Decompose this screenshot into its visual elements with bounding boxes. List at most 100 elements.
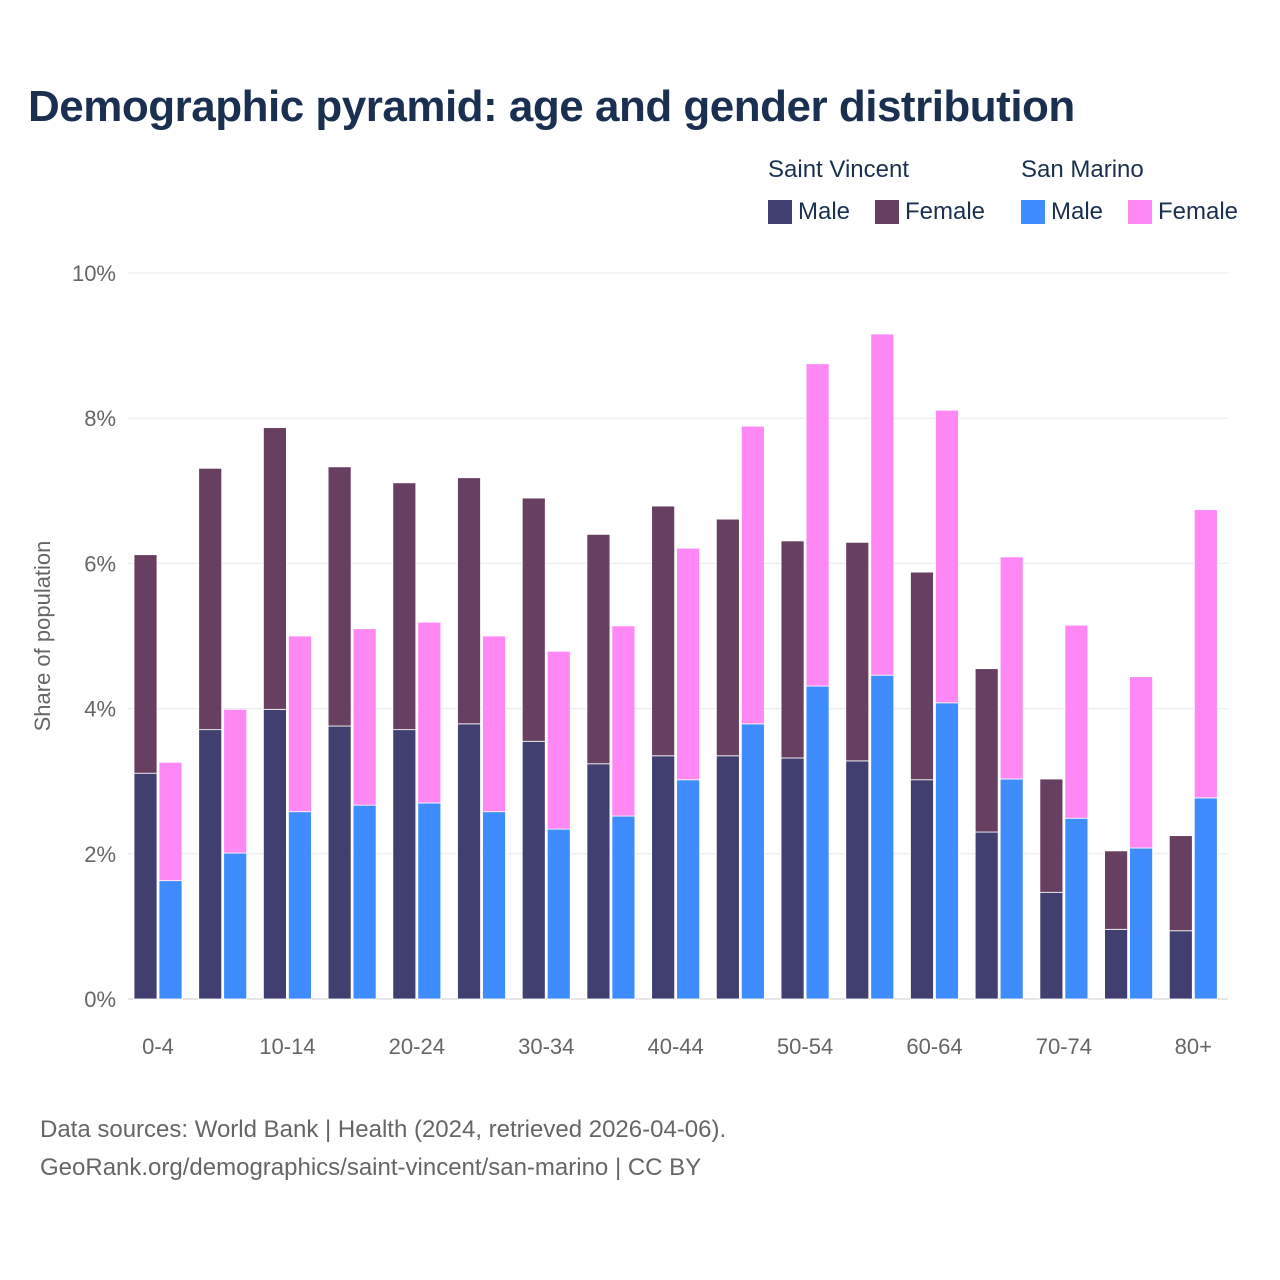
bar-sm-male bbox=[676, 779, 701, 1000]
y-tick-label: 0% bbox=[84, 987, 116, 1012]
bar-sv-male bbox=[1039, 891, 1064, 1000]
bar-sv-male bbox=[133, 772, 158, 1000]
bar-sm-male bbox=[1193, 797, 1218, 1000]
bar-sv-female bbox=[780, 540, 805, 759]
y-tick-label: 4% bbox=[84, 697, 116, 722]
x-tick-label: 40-44 bbox=[648, 1034, 704, 1059]
bar-sv-female bbox=[392, 482, 417, 731]
bar-sv-male bbox=[780, 757, 805, 1000]
bar-sv-male bbox=[651, 755, 676, 1000]
legend-label: Female bbox=[905, 198, 986, 225]
bar-sm-female bbox=[1193, 509, 1218, 799]
bar-sm-female bbox=[223, 708, 248, 854]
bar-sm-female bbox=[482, 635, 506, 813]
bar-sm-male bbox=[1129, 847, 1153, 1000]
bar-sm-male bbox=[223, 852, 248, 1000]
bar-sv-male bbox=[715, 755, 740, 1000]
bar-sv-male bbox=[392, 729, 417, 1000]
y-axis-label: Share of population bbox=[30, 541, 55, 732]
bar-sv-male bbox=[974, 831, 999, 1000]
bar-sv-female bbox=[910, 571, 934, 781]
legend-swatch bbox=[1128, 200, 1152, 224]
legend-label: Female bbox=[1158, 198, 1239, 225]
y-tick-label: 10% bbox=[72, 261, 116, 286]
bar-sm-female bbox=[999, 556, 1024, 780]
bar-sm-male bbox=[417, 802, 442, 1000]
bar-sm-male bbox=[999, 778, 1024, 1000]
y-tick-label: 8% bbox=[84, 406, 116, 431]
x-tick-label: 60-64 bbox=[906, 1034, 962, 1059]
x-tick-label: 50-54 bbox=[777, 1034, 833, 1059]
bar-sv-male bbox=[845, 760, 870, 1000]
legend-sm-male: Male bbox=[1021, 198, 1103, 226]
bar-sm-female bbox=[870, 333, 895, 676]
x-tick-label: 30-34 bbox=[518, 1034, 574, 1059]
legend-label: Male bbox=[1051, 198, 1104, 225]
bar-sv-female bbox=[263, 427, 287, 710]
bar-sv-female bbox=[845, 541, 870, 762]
bar-sm-female bbox=[1129, 676, 1153, 849]
bar-sm-male bbox=[352, 804, 377, 1000]
legend-swatch bbox=[875, 200, 899, 224]
bar-sm-female bbox=[417, 621, 442, 804]
bar-sm-male bbox=[805, 685, 830, 1000]
bar-sv-male bbox=[586, 763, 611, 1000]
bar-sm-female bbox=[546, 650, 571, 830]
bar-sv-female bbox=[521, 497, 546, 742]
legend-swatch bbox=[1021, 200, 1045, 224]
bar-sv-male bbox=[1104, 928, 1128, 1000]
bar-sv-male bbox=[457, 723, 481, 1000]
legend-sv-female: Female bbox=[875, 198, 985, 226]
x-tick-label: 80+ bbox=[1175, 1034, 1212, 1059]
legend-swatch bbox=[768, 200, 792, 224]
bar-sm-female bbox=[158, 761, 183, 882]
legend-group-saint-vincent: Saint Vincent bbox=[768, 156, 909, 183]
bar-sv-female bbox=[1104, 850, 1128, 930]
x-tick-label: 70-74 bbox=[1036, 1034, 1092, 1059]
bar-sv-female bbox=[715, 518, 740, 757]
bar-sv-male bbox=[327, 725, 352, 1000]
source-line-1: Data sources: World Bank | Health (2024,… bbox=[40, 1116, 727, 1143]
bar-sm-female bbox=[611, 625, 636, 817]
bar-sm-female bbox=[1064, 624, 1089, 819]
bar-sv-male bbox=[910, 779, 934, 1000]
legend-sv-male: Male bbox=[768, 198, 850, 226]
bar-sv-female bbox=[457, 477, 481, 725]
legend-sm-female: Female bbox=[1128, 198, 1238, 226]
legend-label: Male bbox=[798, 198, 851, 225]
bar-sv-female bbox=[974, 668, 999, 833]
bar-sv-female bbox=[586, 533, 611, 765]
bar-sm-female bbox=[676, 547, 701, 781]
bar-sv-male bbox=[263, 708, 287, 1000]
bar-sv-female bbox=[133, 554, 158, 774]
y-tick-label: 6% bbox=[84, 551, 116, 576]
bar-sv-male bbox=[521, 740, 546, 1000]
bar-sv-female bbox=[327, 466, 352, 727]
bar-sm-male bbox=[1064, 817, 1089, 1000]
bar-sv-male bbox=[1168, 930, 1193, 1000]
bar-sv-female bbox=[1039, 778, 1064, 893]
bar-sv-male bbox=[198, 729, 223, 1000]
bar-sm-female bbox=[935, 409, 959, 704]
x-tick-label: 10-14 bbox=[259, 1034, 315, 1059]
bar-sm-male bbox=[740, 723, 765, 1000]
bar-sm-male bbox=[482, 811, 506, 1000]
bar-sv-female bbox=[198, 467, 223, 731]
bar-sm-male bbox=[611, 815, 636, 1000]
bar-sm-male bbox=[870, 674, 895, 1000]
bar-sm-male bbox=[546, 828, 571, 1000]
bar-sm-male bbox=[935, 702, 959, 1000]
bar-sv-female bbox=[1168, 835, 1193, 932]
bar-sm-male bbox=[288, 811, 312, 1000]
legend-group-san-marino: San Marino bbox=[1021, 156, 1144, 183]
bar-sm-male bbox=[158, 880, 183, 1000]
bar-sm-female bbox=[352, 628, 377, 806]
x-tick-label: 0-4 bbox=[142, 1034, 174, 1059]
x-tick-label: 20-24 bbox=[389, 1034, 445, 1059]
bar-sm-female bbox=[805, 363, 830, 687]
bar-sv-female bbox=[651, 505, 676, 757]
source-line-2: GeoRank.org/demographics/saint-vincent/s… bbox=[40, 1154, 702, 1181]
bar-sm-female bbox=[740, 425, 765, 725]
y-tick-label: 2% bbox=[84, 842, 116, 867]
